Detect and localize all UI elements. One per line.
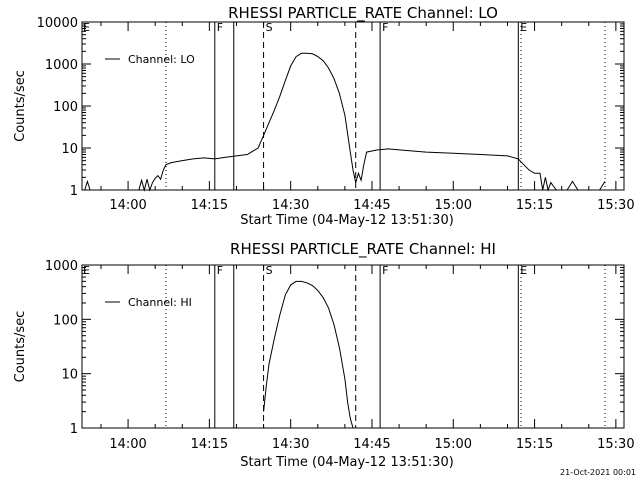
panel-1-y-tick-label: 1000 xyxy=(45,58,78,73)
panel-2-x-tick-label: 15:15 xyxy=(516,437,553,452)
panel-2-marker-label-2: S xyxy=(266,264,273,277)
panel-1-y-tick-label: 10000 xyxy=(37,16,78,31)
panel-1-x-tick-label: 15:00 xyxy=(435,198,472,213)
panel-2-x-tick-label: 14:00 xyxy=(109,437,146,452)
panel-1-x-tick-label: 14:00 xyxy=(109,198,146,213)
panel-2-legend-label: Channel: HI xyxy=(128,296,192,309)
panel-2-corner-letter: E xyxy=(83,264,90,277)
panel-2-marker-label-5: E xyxy=(520,264,527,277)
panel-2-x-tick-label: 14:15 xyxy=(191,437,228,452)
panel-2-series-line-0 xyxy=(263,280,354,429)
panel-1-x-axis-label: Start Time (04-May-12 13:51:30) xyxy=(240,213,454,228)
panel-2-plot-frame xyxy=(81,264,625,429)
panel-1-x-tick-label: 15:15 xyxy=(516,198,553,213)
panel-2-y-tick-label: 100 xyxy=(53,313,78,328)
panel-2-marker-label-0: F xyxy=(217,264,223,277)
panel-1-y-tick-label: 100 xyxy=(53,100,78,115)
panel-2-x-tick-label: 15:30 xyxy=(597,437,634,452)
panel-1-y-axis-label: Counts/sec xyxy=(13,70,28,142)
panel-1-y-tick-label: 1 xyxy=(70,184,78,199)
panel-2-y-tick-label: 1000 xyxy=(45,259,78,274)
panel-1-plot-frame xyxy=(81,21,625,191)
panel-2-x-tick-label: 14:30 xyxy=(272,437,309,452)
panel-1-marker-label-0: F xyxy=(217,21,223,34)
panel-1-x-tick-label: 14:30 xyxy=(272,198,309,213)
plot-timestamp: 21-Oct-2021 00:01 xyxy=(560,468,636,477)
panel-2-y-axis-label: Counts/sec xyxy=(13,311,28,383)
panel-1-marker-label-2: S xyxy=(266,21,273,34)
panel-1-series-line-0 xyxy=(82,52,606,192)
panel-1-x-tick-label: 15:30 xyxy=(597,198,634,213)
panel-1-y-tick-label: 10 xyxy=(61,142,78,157)
panel-2-y-tick-label: 10 xyxy=(61,368,78,383)
panel-1-x-tick-label: 14:45 xyxy=(353,198,390,213)
panel-2-y-tick-label: 1 xyxy=(70,422,78,437)
panel-1-corner-letter: E xyxy=(83,21,90,34)
panel-2-marker-label-4: F xyxy=(382,264,388,277)
panel-1-x-tick-label: 14:15 xyxy=(191,198,228,213)
panel-1-marker-label-4: F xyxy=(382,21,388,34)
panel-2-x-axis-label: Start Time (04-May-12 13:51:30) xyxy=(240,455,454,470)
panel-1-chart-title: RHESSI PARTICLE_RATE Channel: LO xyxy=(228,4,498,23)
panel-2-chart-title: RHESSI PARTICLE_RATE Channel: HI xyxy=(230,240,496,259)
panel-1-marker-label-5: E xyxy=(520,21,527,34)
panel-2-x-tick-label: 14:45 xyxy=(353,437,390,452)
panel-2-x-tick-label: 15:00 xyxy=(435,437,472,452)
panel-1-legend-label: Channel: LO xyxy=(128,53,195,66)
